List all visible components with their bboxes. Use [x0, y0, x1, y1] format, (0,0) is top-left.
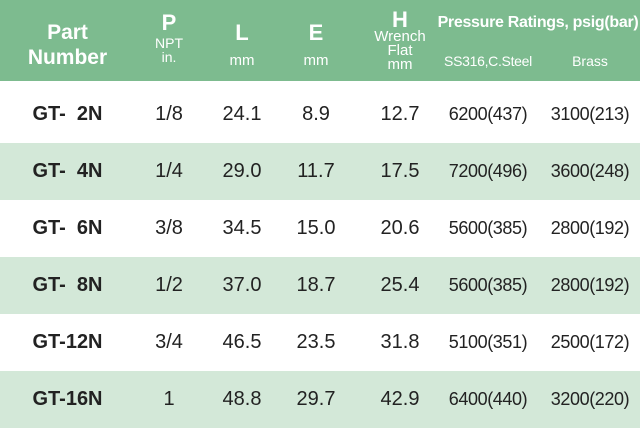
- header-p: P: [161, 10, 177, 35]
- header-l-unit: mm: [229, 52, 255, 69]
- table-row: GT-16N 1 48.8 29.7 42.9 6400(440) 3200(2…: [0, 371, 640, 428]
- table-row: GT- 8N 1/2 37.0 18.7 25.4 5600(385) 2800…: [0, 257, 640, 314]
- cell-pressure-brass: 2800(192): [550, 218, 630, 238]
- cell-length: 34.5: [222, 217, 262, 239]
- cell-npt: 3/8: [155, 217, 183, 239]
- cell-pressure-ss316: 6400(440): [448, 389, 528, 409]
- cell-npt: 3/4: [155, 331, 183, 353]
- cell-pressure-ss316: 5100(351): [448, 332, 528, 352]
- cell-part-number: GT- 2N: [32, 103, 103, 125]
- table-row: GT- 4N 1/4 29.0 11.7 17.5 7200(496) 3600…: [0, 143, 640, 200]
- cell-pressure-ss316: 5600(385): [448, 218, 528, 238]
- cell-npt: 1/8: [155, 103, 183, 125]
- cell-pressure-brass: 2800(192): [550, 275, 630, 295]
- header-part-number: Part Number: [27, 21, 108, 69]
- cell-length: 29.0: [222, 160, 262, 182]
- header-ss316-carbon-steel: SS316,C.Steel: [444, 53, 532, 69]
- table-row: GT- 6N 3/8 34.5 15.0 20.6 5600(385) 2800…: [0, 200, 640, 257]
- header-h-subtitle: Wrench Flat mm: [374, 28, 426, 73]
- cell-e: 15.0: [296, 217, 336, 239]
- cell-wrench-flat: 42.9: [380, 388, 420, 410]
- cell-e: 18.7: [296, 274, 336, 296]
- cell-pressure-ss316: 7200(496): [448, 161, 528, 181]
- cell-part-number: GT- 4N: [32, 160, 103, 182]
- table-row: GT-12N 3/4 46.5 23.5 31.8 5100(351) 2500…: [0, 314, 640, 371]
- cell-length: 37.0: [222, 274, 262, 296]
- header-brass: Brass: [572, 53, 608, 69]
- cell-npt: 1/4: [155, 160, 183, 182]
- cell-wrench-flat: 25.4: [380, 274, 420, 296]
- cell-pressure-ss316: 5600(385): [448, 275, 528, 295]
- cell-e: 11.7: [297, 160, 335, 182]
- cell-pressure-brass: 3600(248): [550, 161, 630, 181]
- cell-wrench-flat: 20.6: [380, 217, 420, 239]
- table-header: Part Number P NPT in. L mm E mm H Wrench…: [0, 0, 640, 81]
- cell-npt: 1/2: [155, 274, 183, 296]
- cell-wrench-flat: 12.7: [380, 103, 420, 125]
- cell-e: 8.9: [302, 103, 330, 125]
- header-e: E: [308, 20, 324, 45]
- cell-pressure-ss316: 6200(437): [448, 104, 528, 124]
- cell-part-number: GT-12N: [32, 331, 103, 353]
- cell-length: 46.5: [222, 331, 262, 353]
- cell-pressure-brass: 3100(213): [550, 104, 630, 124]
- cell-part-number: GT-16N: [32, 388, 103, 410]
- cell-e: 23.5: [296, 331, 336, 353]
- cell-e: 29.7: [296, 388, 336, 410]
- header-h: H: [392, 7, 408, 32]
- cell-wrench-flat: 17.5: [380, 160, 420, 182]
- cell-pressure-brass: 3200(220): [550, 389, 630, 409]
- header-e-unit: mm: [303, 52, 329, 69]
- cell-part-number: GT- 6N: [32, 217, 103, 239]
- header-pressure-ratings: Pressure Ratings, psig(bar): [437, 14, 639, 31]
- cell-pressure-brass: 2500(172): [550, 332, 630, 352]
- cell-length: 48.8: [222, 388, 262, 410]
- cell-part-number: GT- 8N: [32, 274, 103, 296]
- header-l: L: [235, 20, 249, 45]
- cell-length: 24.1: [222, 103, 262, 125]
- header-p-subtitle: NPT in.: [155, 35, 183, 65]
- table-row: GT- 2N 1/8 24.1 8.9 12.7 6200(437) 3100(…: [0, 86, 640, 143]
- cell-npt: 1: [163, 388, 175, 410]
- cell-wrench-flat: 31.8: [380, 331, 420, 353]
